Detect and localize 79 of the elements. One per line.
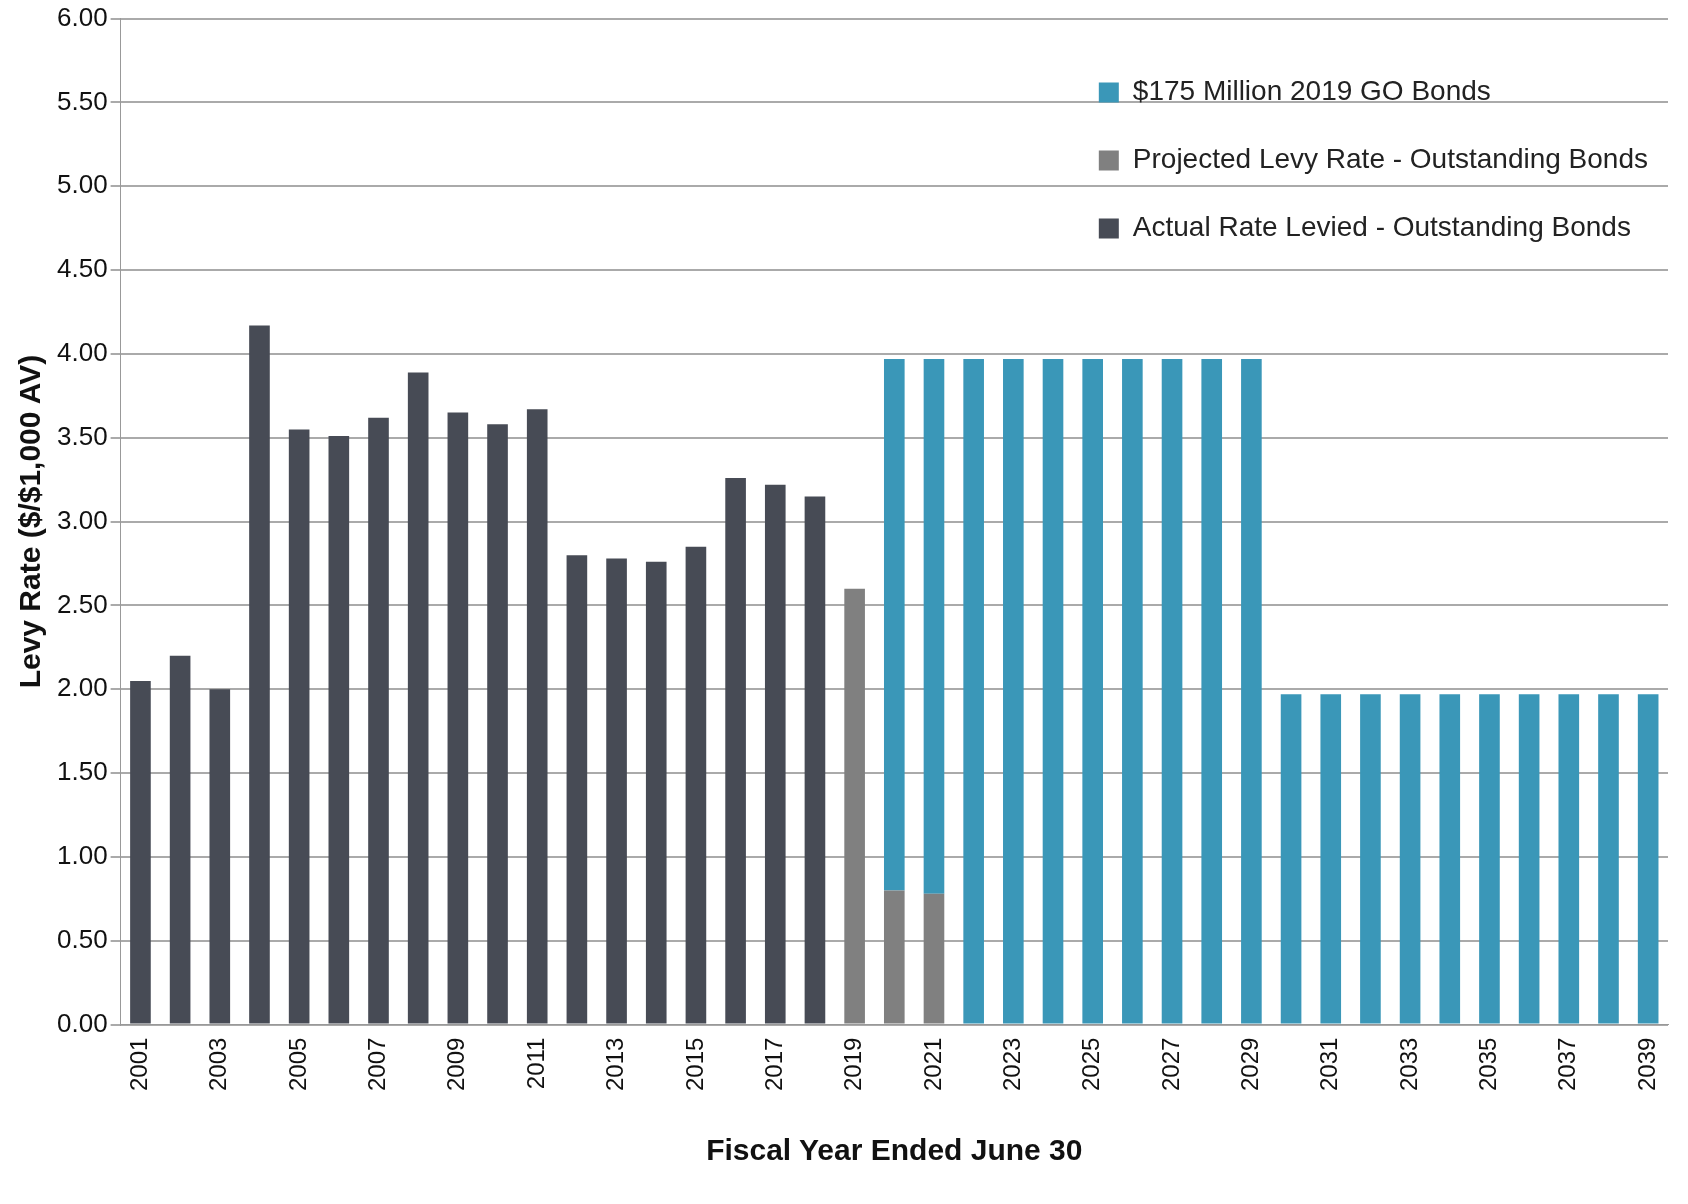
bar (1399, 694, 1421, 1024)
legend-label: $175 Million 2019 GO Bonds (1132, 75, 1491, 107)
bar (1479, 694, 1500, 1024)
bar (606, 558, 627, 1024)
y-tick-label: 3.00 (56, 504, 108, 535)
y-tick-label: 5.50 (56, 85, 108, 116)
y-tick-label: 1.00 (56, 840, 108, 871)
y-tick-label: 4.50 (56, 253, 108, 284)
bar (209, 689, 231, 1024)
bar (487, 424, 508, 1024)
y-tick-label: 0.00 (56, 1007, 108, 1038)
y-tick-label: 3.50 (56, 420, 108, 451)
bar (1439, 694, 1461, 1024)
bar (804, 496, 826, 1024)
x-tick-label: 2023 (997, 1037, 1025, 1091)
bar (1558, 694, 1580, 1024)
x-tick-label: 2001 (125, 1037, 153, 1091)
bar (169, 655, 191, 1024)
x-tick-label: 2015 (680, 1037, 708, 1091)
bar (1241, 358, 1262, 1024)
bar (1518, 694, 1540, 1024)
bar (566, 555, 588, 1024)
y-tick-label: 0.50 (56, 923, 108, 954)
x-tick-label: 2007 (363, 1037, 391, 1091)
bar (130, 680, 151, 1024)
bar (1161, 358, 1183, 1024)
x-tick-label: 2005 (283, 1037, 311, 1091)
bar (1360, 694, 1381, 1024)
bar (1280, 694, 1302, 1024)
bar (526, 409, 548, 1024)
bar (725, 478, 746, 1024)
bar (249, 325, 270, 1024)
bar (963, 358, 984, 1024)
bar (407, 372, 429, 1024)
y-tick-label: 2.00 (56, 672, 108, 703)
bar (685, 546, 707, 1024)
x-tick-label: 2037 (1553, 1037, 1581, 1091)
x-tick-label: 2017 (759, 1037, 787, 1091)
x-tick-label: 2033 (1394, 1037, 1422, 1091)
bar (1201, 358, 1223, 1024)
x-tick-label: 2027 (1156, 1037, 1184, 1091)
bar (764, 484, 786, 1024)
bar (328, 436, 350, 1024)
bar (1003, 358, 1024, 1024)
x-tick-label: 2009 (442, 1037, 470, 1091)
x-axis-title: Fiscal Year Ended June 30 (706, 1133, 1083, 1167)
x-tick-label: 2035 (1474, 1037, 1502, 1091)
x-tick-label: 2025 (1077, 1037, 1105, 1091)
bar (923, 893, 945, 1024)
y-tick-label: 2.50 (56, 588, 108, 619)
y-tick-label: 1.50 (56, 756, 108, 787)
bar (1122, 358, 1143, 1024)
legend-label: Projected Levy Rate - Outstanding Bonds (1132, 143, 1648, 175)
bar (1637, 694, 1659, 1024)
bar (447, 412, 469, 1024)
bar (923, 358, 945, 894)
y-tick-label: 5.00 (56, 169, 108, 200)
bar (1598, 694, 1619, 1024)
bar (368, 417, 389, 1024)
x-tick-label: 2003 (204, 1037, 232, 1091)
x-tick-label: 2011 (521, 1037, 549, 1090)
x-tick-label: 2021 (918, 1037, 946, 1091)
x-tick-label: 2029 (1236, 1037, 1264, 1091)
x-tick-label: 2031 (1315, 1037, 1343, 1091)
x-tick-label: 2019 (839, 1037, 867, 1091)
legend-label: Actual Rate Levied - Outstanding Bonds (1132, 211, 1631, 243)
bar (1082, 358, 1103, 1024)
bar (1320, 694, 1342, 1024)
y-tick-label: 4.00 (56, 337, 108, 368)
bar (288, 429, 310, 1024)
bar (1042, 358, 1064, 1024)
bar (645, 561, 667, 1024)
bar (883, 358, 905, 891)
bar (844, 588, 865, 1024)
y-axis-title: Levy Rate ($/$1,000 AV) (13, 354, 47, 689)
x-tick-label: 2013 (601, 1037, 629, 1091)
x-tick-label: 2039 (1632, 1037, 1660, 1091)
bar (883, 890, 905, 1024)
y-tick-label: 6.00 (56, 1, 108, 32)
